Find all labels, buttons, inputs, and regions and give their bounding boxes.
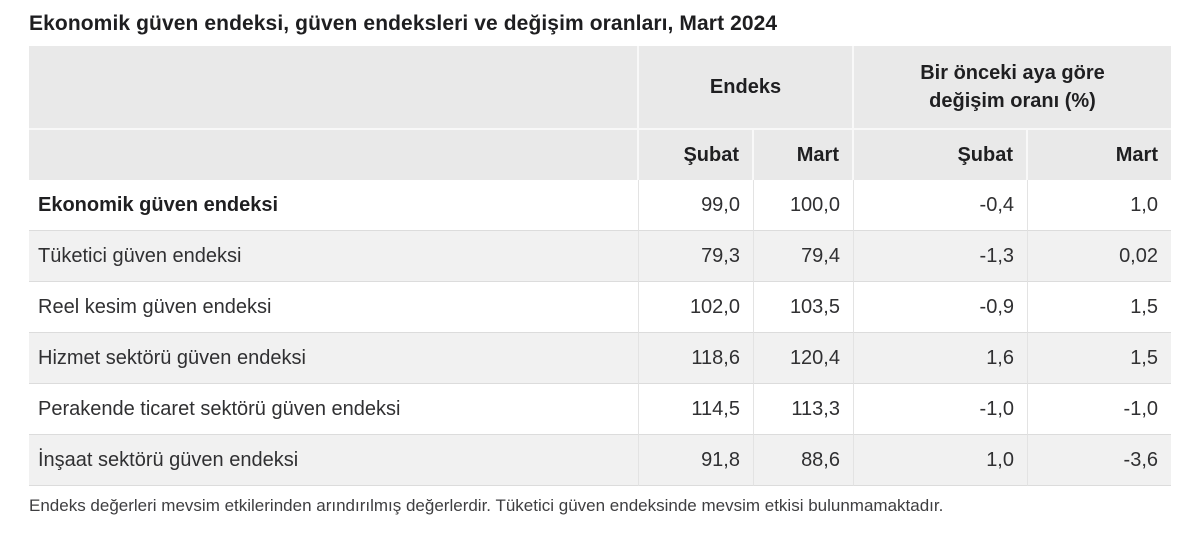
row-label: Reel kesim güven endeksi: [29, 282, 639, 333]
table-cell: 79,4: [754, 231, 854, 282]
table-cell: 102,0: [639, 282, 754, 333]
table-cell: 120,4: [754, 333, 854, 384]
table-row-tuketici: Tüketici güven endeksi 79,3 79,4 -1,3 0,…: [29, 231, 1171, 282]
month-header-row: Şubat Mart Şubat Mart: [29, 130, 1171, 180]
table-cell: -0,4: [854, 180, 1028, 231]
table-cell: 88,6: [754, 435, 854, 486]
row-label: İnşaat sektörü güven endeksi: [29, 435, 639, 486]
row-label: Hizmet sektörü güven endeksi: [29, 333, 639, 384]
table-row-reel-kesim: Reel kesim güven endeksi 102,0 103,5 -0,…: [29, 282, 1171, 333]
table-cell: 113,3: [754, 384, 854, 435]
month-header-endeks-subat: Şubat: [639, 130, 754, 180]
table-row-ekonomik: Ekonomik güven endeksi 99,0 100,0 -0,4 1…: [29, 180, 1171, 231]
table-cell: 1,0: [854, 435, 1028, 486]
table-row-insaat: İnşaat sektörü güven endeksi 91,8 88,6 1…: [29, 435, 1171, 486]
table-cell: -1,3: [854, 231, 1028, 282]
table-cell: 100,0: [754, 180, 854, 231]
table-cell: 1,0: [1028, 180, 1171, 231]
group-header-change-line1: Bir önceki aya göre: [920, 62, 1105, 84]
group-header-change-line2: değişim oranı (%): [929, 90, 1096, 112]
group-header-endeks: Endeks: [639, 46, 854, 130]
table-cell: -3,6: [1028, 435, 1171, 486]
table-cell: 114,5: [639, 384, 754, 435]
group-header-row: Endeks Bir önceki aya göre değişim oranı…: [29, 46, 1171, 130]
confidence-index-table: Endeks Bir önceki aya göre değişim oranı…: [29, 46, 1171, 486]
month-header-endeks-mart: Mart: [754, 130, 854, 180]
table-row-perakende: Perakende ticaret sektörü güven endeksi …: [29, 384, 1171, 435]
table-cell: 118,6: [639, 333, 754, 384]
table-cell: -1,0: [1028, 384, 1171, 435]
month-header-change-subat: Şubat: [854, 130, 1028, 180]
table-cell: 103,5: [754, 282, 854, 333]
month-header-blank-cell: [29, 130, 639, 180]
table-cell: 79,3: [639, 231, 754, 282]
table-cell: -1,0: [854, 384, 1028, 435]
row-label: Perakende ticaret sektörü güven endeksi: [29, 384, 639, 435]
table-cell: 1,5: [1028, 282, 1171, 333]
footnote: Endeks değerleri mevsim etkilerinden arı…: [29, 496, 944, 515]
table-cell: -0,9: [854, 282, 1028, 333]
table-cell: 0,02: [1028, 231, 1171, 282]
group-header-change-rate: Bir önceki aya göre değişim oranı (%): [854, 46, 1171, 130]
row-label: Ekonomik güven endeksi: [29, 180, 639, 231]
table-cell: 99,0: [639, 180, 754, 231]
corner-blank-cell: [29, 46, 639, 130]
table-cell: 1,5: [1028, 333, 1171, 384]
month-header-change-mart: Mart: [1028, 130, 1171, 180]
page-title: Ekonomik güven endeksi, güven endeksleri…: [29, 12, 778, 35]
table-cell: 1,6: [854, 333, 1028, 384]
row-label: Tüketici güven endeksi: [29, 231, 639, 282]
table-cell: 91,8: [639, 435, 754, 486]
table-row-hizmet: Hizmet sektörü güven endeksi 118,6 120,4…: [29, 333, 1171, 384]
